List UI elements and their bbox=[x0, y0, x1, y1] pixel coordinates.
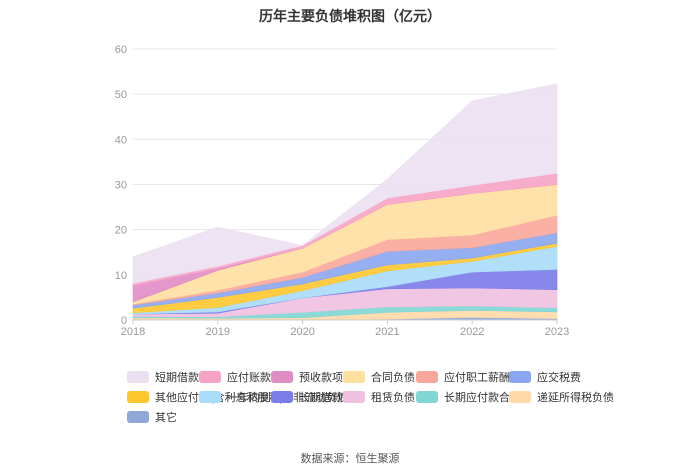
legend-label: 合同负债 bbox=[371, 372, 415, 384]
legend-swatch bbox=[509, 371, 531, 383]
chart-title: 历年主要负债堆积图（亿元） bbox=[259, 8, 441, 24]
legend-label: 长期借款 bbox=[299, 392, 343, 404]
legend-swatch bbox=[127, 411, 149, 423]
y-tick-label: 10 bbox=[115, 270, 127, 282]
series-area: 短期借款 bbox=[132, 83, 558, 284]
data-source-note: 数据来源：恒生聚源 bbox=[300, 453, 400, 465]
y-tick-label: 40 bbox=[115, 134, 127, 146]
x-tick-label: 2019 bbox=[206, 326, 230, 338]
legend-item[interactable]: 租赁负债 bbox=[343, 389, 415, 405]
legend-label: 短期借款 bbox=[155, 372, 199, 384]
legend-item[interactable]: 合同负债 bbox=[343, 369, 415, 385]
legend-swatch bbox=[271, 371, 293, 383]
legend-label: 应付职工薪酬 bbox=[444, 372, 510, 384]
legend-swatch bbox=[509, 391, 531, 403]
legend-label: 递延所得税负债 bbox=[537, 392, 614, 404]
x-tick-label: 2021 bbox=[375, 326, 399, 338]
y-tick-label: 60 bbox=[115, 44, 127, 56]
legend-swatch bbox=[127, 391, 149, 403]
legend-swatch bbox=[127, 371, 149, 383]
legend-swatch bbox=[343, 391, 365, 403]
legend-label: 应付账款 bbox=[227, 372, 271, 384]
legend-label: 应交税费 bbox=[537, 372, 581, 384]
x-tick-label: 2023 bbox=[545, 326, 569, 338]
legend-label: 其它 bbox=[155, 412, 177, 424]
y-tick-label: 30 bbox=[115, 180, 127, 192]
legend-item[interactable]: 长期借款 bbox=[271, 389, 343, 405]
legend-swatch bbox=[343, 371, 365, 383]
x-tick-label: 2020 bbox=[290, 326, 314, 338]
legend-item[interactable]: 其它 bbox=[127, 409, 177, 425]
legend-item[interactable]: 应交税费 bbox=[509, 369, 581, 385]
legend-item[interactable]: 应付账款 bbox=[199, 369, 271, 385]
legend-swatch bbox=[416, 391, 438, 403]
legend-label: 预收款项 bbox=[299, 372, 343, 384]
legend-item[interactable]: 应付职工薪酬 bbox=[416, 369, 510, 385]
legend-label: 租赁负债 bbox=[371, 392, 415, 404]
legend-swatch bbox=[271, 391, 293, 403]
y-tick-label: 20 bbox=[115, 225, 127, 237]
legend-swatch bbox=[199, 371, 221, 383]
legend-swatch bbox=[416, 371, 438, 383]
legend-item[interactable]: 短期借款 bbox=[127, 369, 199, 385]
legend-item[interactable]: 预收款项 bbox=[271, 369, 343, 385]
legend-item[interactable]: 长期应付款合计 bbox=[416, 389, 521, 405]
legend-item[interactable]: 递延所得税负债 bbox=[509, 389, 614, 405]
legend-swatch bbox=[199, 391, 221, 403]
x-tick-label: 2018 bbox=[121, 326, 145, 338]
y-tick-label: 50 bbox=[115, 89, 127, 101]
legend-label: 长期应付款合计 bbox=[444, 392, 521, 404]
x-tick-label: 2022 bbox=[460, 326, 484, 338]
y-tick-label: 0 bbox=[121, 315, 127, 327]
